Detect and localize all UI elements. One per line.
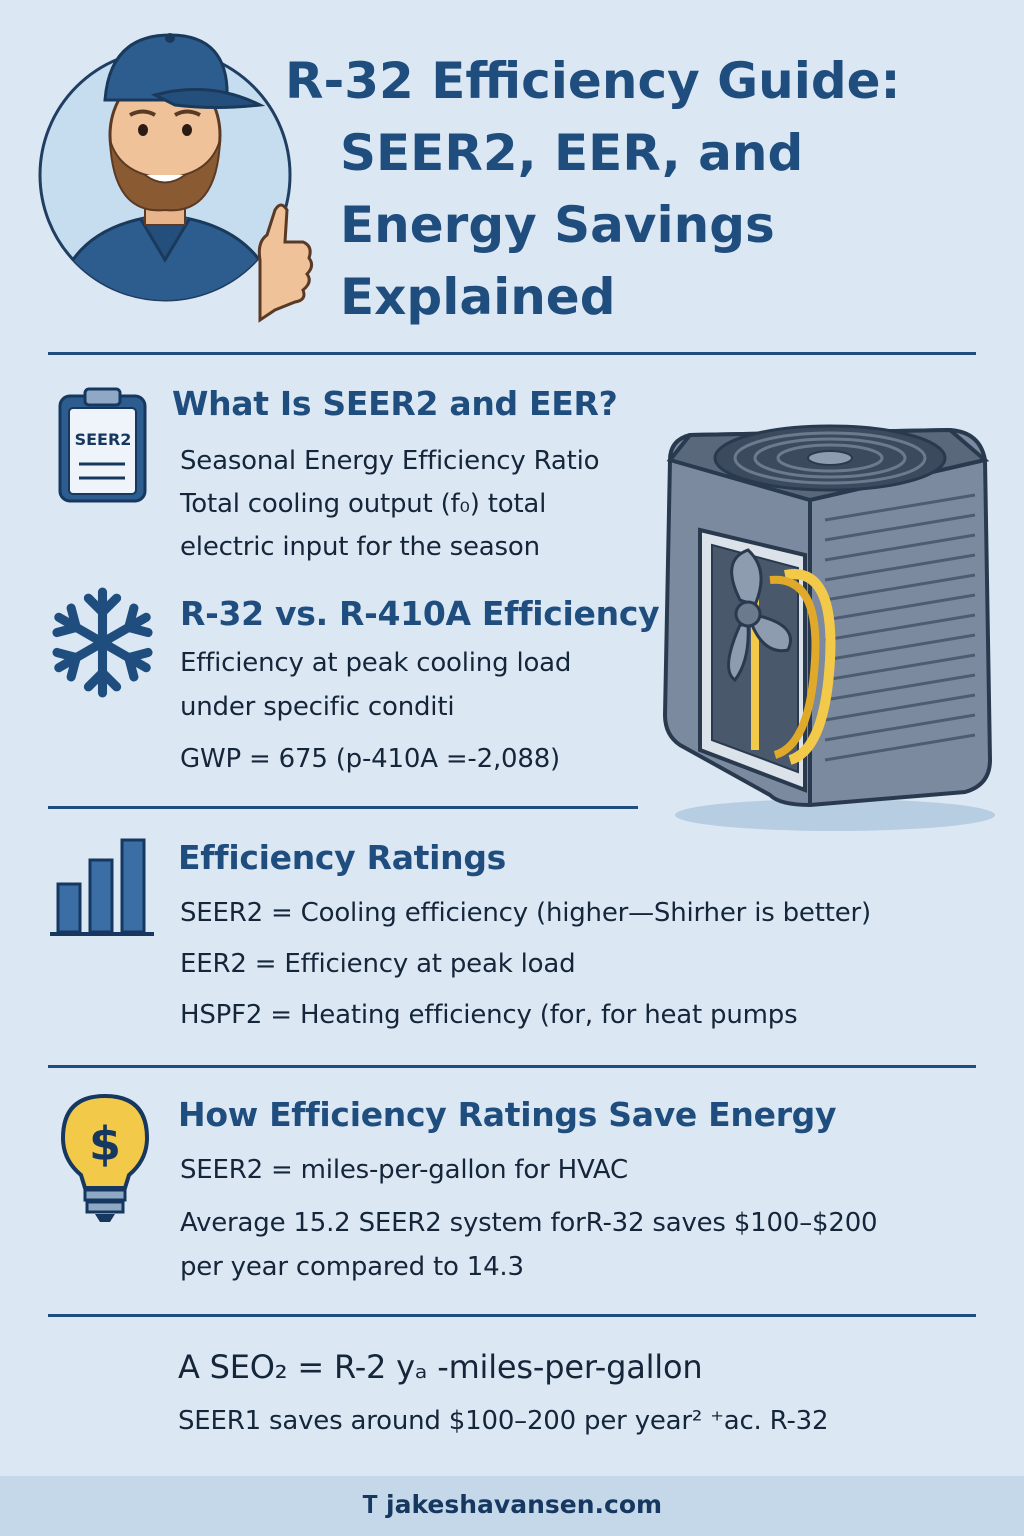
section-heading-save-energy: How Efficiency Ratings Save Energy [178,1095,837,1134]
bar-chart-icon [50,838,154,936]
section4-line-3: per year compared to 14.3 [180,1252,524,1282]
svg-text:$: $ [89,1117,121,1171]
section1-line-1: Seasonal Energy Efficiency Ratio [180,446,600,476]
lightbulb-dollar-icon: $ [60,1093,150,1222]
logo-mark-icon: 𝚻 [361,1490,386,1519]
section-heading-r32-vs-r410a: R-32 vs. R-410A Efficiency [180,594,660,633]
section3-line-2: EER2 = Efficiency at peak load [180,949,576,979]
section4-line-1: SEER2 = miles-per-gallon for HVAC [180,1155,628,1185]
technician-avatar [38,33,314,323]
section2-line-3: GWP = 675 (p-410A =-2,088) [180,744,560,774]
title-line-3: Energy Savings [340,196,775,254]
title-line-2: SEER2, EER, and [340,124,804,182]
section-heading-seer2-eer: What Is SEER2 and EER? [172,384,618,423]
section5-line-2: SEER1 saves around $100–200 per year² ⁺a… [178,1406,829,1436]
section1-line-3: electric input for the season [180,532,540,562]
section2-line-2: under specific conditi [180,692,455,722]
divider-2 [48,806,638,809]
ac-condenser-unit-illustration [662,424,995,831]
clipboard-label: SEER2 [74,430,132,449]
section1-line-2: Total cooling output (f₀) total [180,489,547,519]
divider-3 [48,1065,976,1068]
footer: 𝚻 jakeshavansen.com [0,1490,1024,1520]
divider-1 [48,352,976,355]
title-line-1: R-32 Efficiency Guide: [285,52,901,110]
section2-line-1: Efficiency at peak cooling load [180,648,572,678]
divider-4 [48,1314,976,1317]
section-heading-efficiency-ratings: Efficiency Ratings [178,838,507,877]
title-line-4: Explained [340,268,616,326]
snowflake-icon [52,587,153,698]
page-title: R-32 Efficiency Guide: SEER2, EER, and E… [285,45,1005,333]
section3-line-1: SEER2 = Cooling efficiency (higher—Shirh… [180,898,871,928]
footer-url-link[interactable]: jakeshavansen.com [386,1490,663,1519]
section5-line-1: A SEO₂ = R-2 yₐ -miles-per-gallon [178,1348,703,1386]
clipboard-icon [58,387,147,503]
section3-line-3: HSPF2 = Heating efficiency (for, for hea… [180,1000,798,1030]
section4-line-2: Average 15.2 SEER2 system forR-32 saves … [180,1208,878,1238]
footer-bar [0,1476,1024,1536]
